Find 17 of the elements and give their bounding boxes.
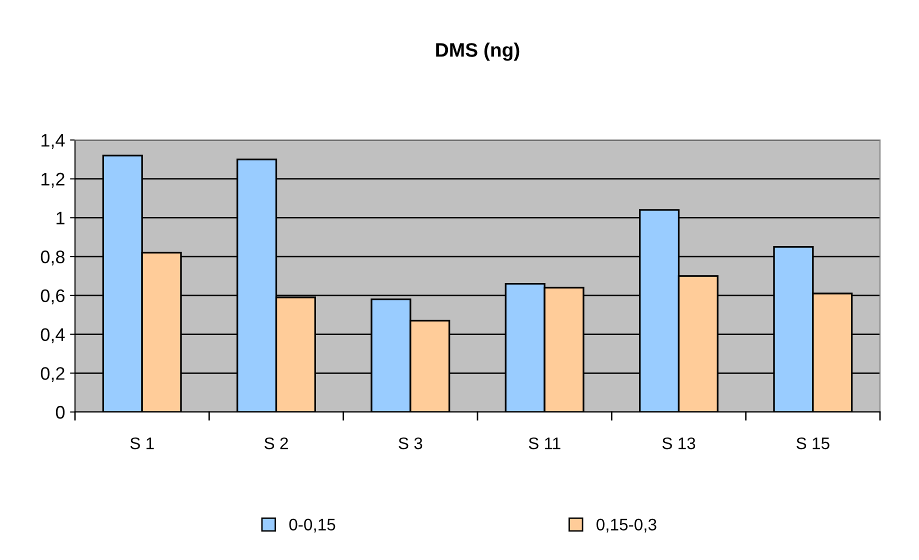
x-tick-label: S 3 xyxy=(398,437,422,450)
x-tick-label: S 11 xyxy=(528,437,560,450)
y-tick-label: 0,8 xyxy=(40,250,64,266)
y-tick-label: 0,6 xyxy=(40,289,64,304)
legend-label: 0,15-0,3 xyxy=(596,518,656,532)
y-tick-label: 0 xyxy=(56,406,65,419)
x-tick-label: S 2 xyxy=(264,437,288,450)
y-tick-label: 0,4 xyxy=(40,328,65,344)
y-tick-label: 1 xyxy=(56,212,64,224)
y-tick-label: 0,2 xyxy=(40,367,64,382)
x-tick-label: S 15 xyxy=(796,437,830,450)
y-tick-label: 1,2 xyxy=(42,172,64,188)
chart-title: DMS (ng) xyxy=(436,42,520,61)
x-tick-label: S 13 xyxy=(662,437,696,450)
x-tick-label: S 1 xyxy=(130,437,154,450)
y-tick-label: 1,4 xyxy=(42,134,65,149)
legend-label: 0-0,15 xyxy=(289,518,336,532)
